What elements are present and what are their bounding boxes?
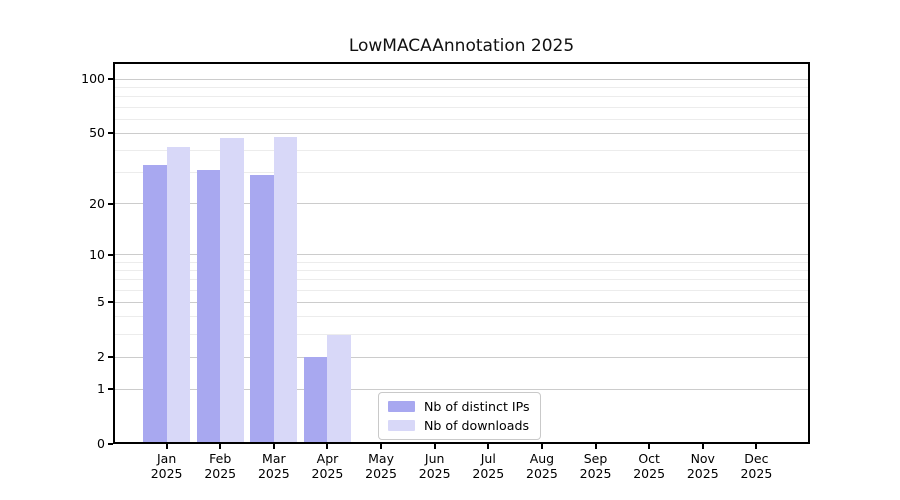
x-axis-tick-label: Aug 2025 — [526, 451, 558, 481]
x-axis-tick-label: Apr 2025 — [311, 451, 344, 481]
gridline-major — [113, 203, 810, 205]
bar-downloads-jan — [166, 146, 191, 444]
x-axis-tick-label: Oct 2025 — [633, 451, 666, 481]
legend-row-downloads: Nb of downloads — [388, 418, 530, 433]
x-axis-tick — [380, 444, 383, 449]
y-axis-tick-label: 20 — [89, 195, 105, 211]
x-axis-tick — [540, 444, 543, 449]
y-axis-tick — [108, 443, 113, 445]
y-axis-tick-label: 5 — [97, 294, 105, 310]
y-axis-tick — [108, 132, 113, 135]
legend-swatch-downloads — [388, 420, 415, 431]
x-axis-tick-label: Nov 2025 — [686, 451, 719, 481]
gridline-minor — [113, 106, 810, 108]
bar-distinct-ips-mar — [250, 175, 274, 444]
gridline-minor — [113, 172, 810, 174]
gridline-minor — [113, 261, 810, 263]
gridline-minor — [113, 150, 810, 152]
legend-swatch-distinct-ips — [388, 401, 415, 412]
x-axis-tick — [701, 444, 704, 449]
x-axis-tick-label: Mar 2025 — [257, 451, 290, 481]
x-axis-tick — [165, 444, 168, 449]
plot-area — [113, 62, 810, 444]
y-axis-tick — [108, 356, 113, 359]
gridline-major — [113, 301, 810, 303]
y-axis-tick — [108, 301, 113, 304]
bar-distinct-ips-feb — [196, 170, 221, 444]
gridline-major — [113, 132, 810, 134]
gridline-minor — [113, 87, 810, 89]
x-axis-tick-label: Dec 2025 — [740, 451, 773, 481]
x-axis-tick — [487, 444, 490, 449]
y-axis-tick — [108, 388, 113, 391]
x-axis-tick — [594, 444, 597, 449]
x-axis-tick-label: May 2025 — [365, 451, 397, 481]
x-axis-tick — [755, 444, 758, 449]
legend: Nb of distinct IPs Nb of downloads — [378, 392, 541, 440]
y-axis-tick — [108, 202, 113, 205]
x-axis-tick-label: Jun 2025 — [418, 451, 451, 481]
gridline-minor — [113, 289, 810, 291]
y-axis-tick-label: 1 — [97, 381, 105, 397]
x-axis-tick — [326, 444, 329, 449]
gridline-minor — [113, 269, 810, 271]
x-axis-tick — [272, 444, 275, 449]
gridline-major — [113, 254, 810, 256]
gridline-major — [113, 356, 810, 358]
gridline-minor — [113, 334, 810, 335]
gridline-minor — [113, 316, 810, 318]
x-axis-tick-label: Jul 2025 — [472, 451, 505, 481]
x-axis-tick — [433, 444, 436, 449]
x-axis-tick-label: Feb 2025 — [204, 451, 237, 481]
y-axis-tick-label: 50 — [89, 125, 105, 141]
legend-label-distinct-ips: Nb of distinct IPs — [424, 399, 530, 414]
x-axis-tick — [648, 444, 651, 449]
bar-distinct-ips-jan — [143, 165, 167, 444]
gridline-major — [113, 388, 810, 390]
gridline-minor — [113, 118, 810, 120]
chart-title: LowMACAAnnotation 2025 — [348, 36, 575, 56]
gridline-minor — [113, 279, 810, 281]
y-axis-tick-label: 2 — [97, 349, 105, 365]
x-axis-tick — [219, 444, 222, 449]
bar-downloads-mar — [273, 136, 298, 444]
y-axis-tick-label: 100 — [81, 71, 105, 87]
x-axis-tick-label: Sep 2025 — [579, 451, 612, 481]
bar-downloads-feb — [220, 138, 244, 444]
y-axis-tick — [108, 78, 113, 81]
y-axis-tick — [108, 253, 113, 256]
legend-label-downloads: Nb of downloads — [424, 418, 530, 433]
gridline-minor — [113, 96, 810, 98]
x-axis-tick-label: Jan 2025 — [150, 451, 183, 481]
legend-row-distinct-ips: Nb of distinct IPs — [388, 399, 530, 414]
y-axis-tick-label: 10 — [89, 246, 105, 262]
y-axis-tick-label: 0 — [97, 436, 105, 451]
gridline-major — [113, 78, 810, 80]
bar-distinct-ips-apr — [303, 357, 328, 444]
bar-downloads-apr — [327, 334, 352, 444]
